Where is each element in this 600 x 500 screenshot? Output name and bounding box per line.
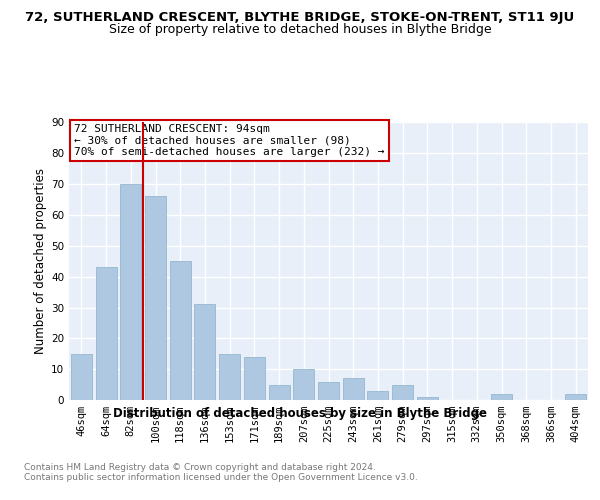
Bar bbox=[293, 369, 314, 400]
Bar bbox=[194, 304, 215, 400]
Text: Distribution of detached houses by size in Blythe Bridge: Distribution of detached houses by size … bbox=[113, 408, 487, 420]
Text: Size of property relative to detached houses in Blythe Bridge: Size of property relative to detached ho… bbox=[109, 22, 491, 36]
Bar bbox=[145, 196, 166, 400]
Text: 72, SUTHERLAND CRESCENT, BLYTHE BRIDGE, STOKE-ON-TRENT, ST11 9JU: 72, SUTHERLAND CRESCENT, BLYTHE BRIDGE, … bbox=[25, 11, 575, 24]
Bar bbox=[170, 261, 191, 400]
Bar bbox=[417, 397, 438, 400]
Bar bbox=[392, 384, 413, 400]
Bar bbox=[71, 354, 92, 400]
Y-axis label: Number of detached properties: Number of detached properties bbox=[34, 168, 47, 354]
Bar bbox=[219, 354, 240, 400]
Bar bbox=[95, 268, 116, 400]
Text: 72 SUTHERLAND CRESCENT: 94sqm
← 30% of detached houses are smaller (98)
70% of s: 72 SUTHERLAND CRESCENT: 94sqm ← 30% of d… bbox=[74, 124, 385, 157]
Bar bbox=[244, 357, 265, 400]
Bar bbox=[565, 394, 586, 400]
Text: Contains HM Land Registry data © Crown copyright and database right 2024.
Contai: Contains HM Land Registry data © Crown c… bbox=[24, 462, 418, 482]
Bar bbox=[120, 184, 141, 400]
Bar bbox=[318, 382, 339, 400]
Bar bbox=[367, 391, 388, 400]
Bar bbox=[491, 394, 512, 400]
Bar bbox=[343, 378, 364, 400]
Bar bbox=[269, 384, 290, 400]
